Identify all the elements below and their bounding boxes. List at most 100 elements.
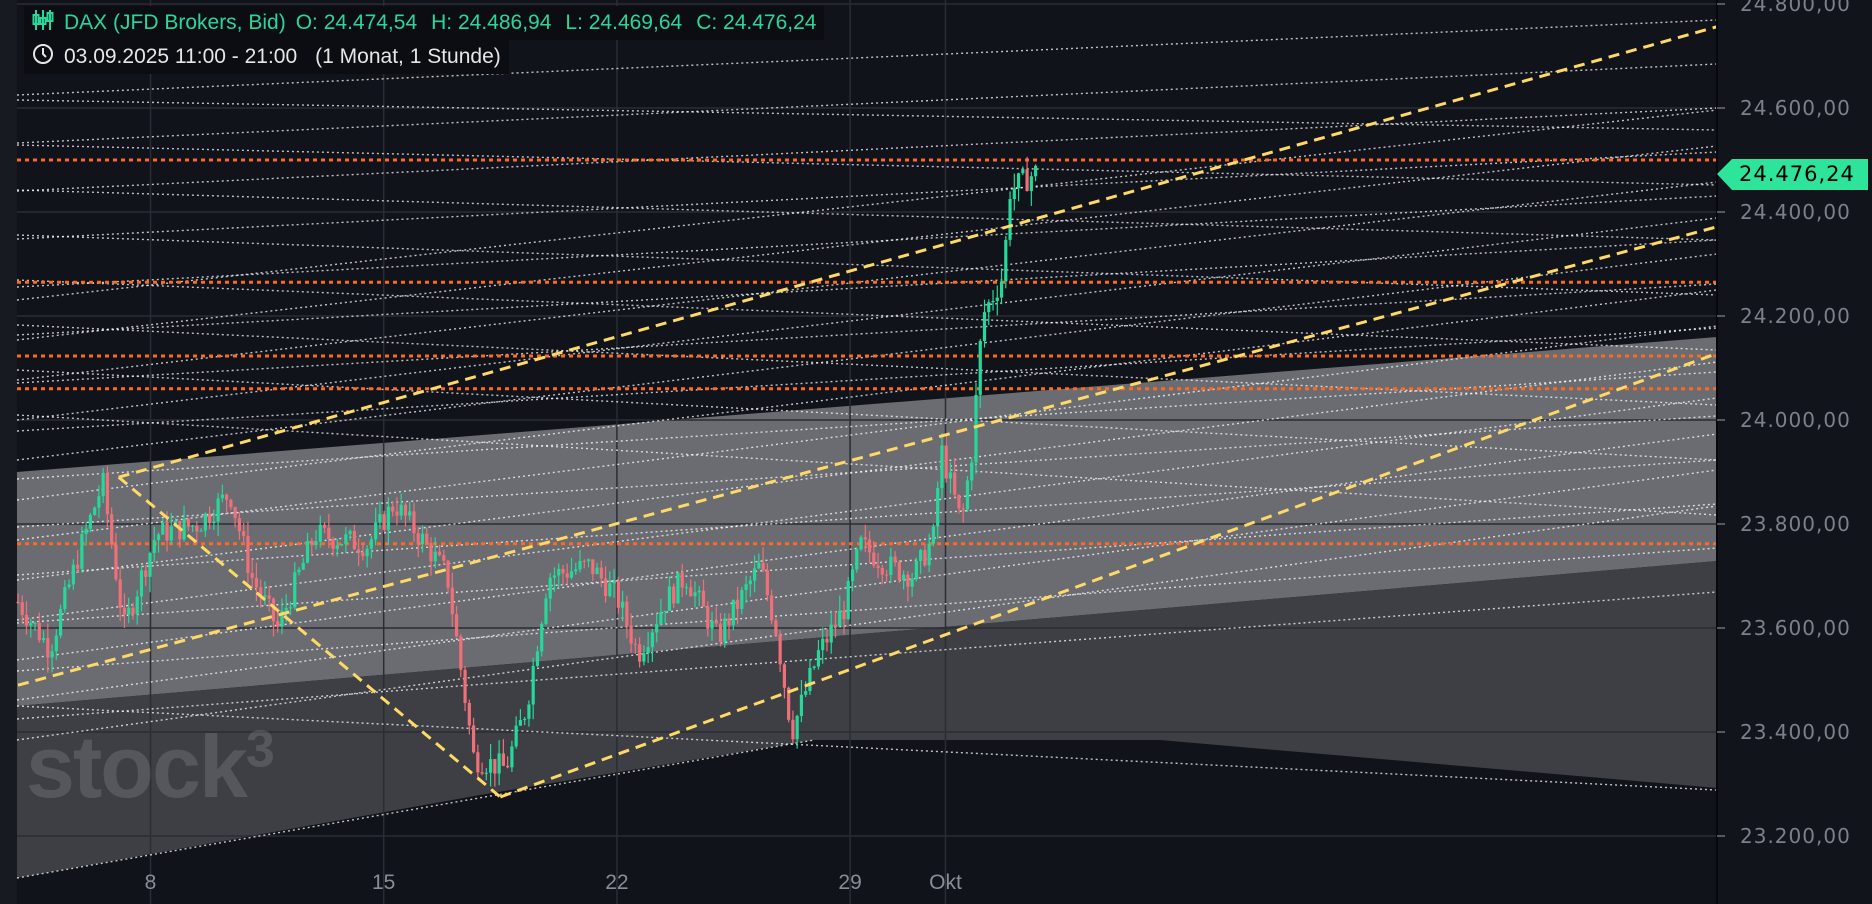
x-axis-label: 8 xyxy=(144,871,157,894)
candle-down xyxy=(144,570,148,577)
candle-down xyxy=(787,687,791,720)
candle-down xyxy=(352,530,356,550)
fan-line xyxy=(16,324,1718,406)
candle-down xyxy=(501,753,505,766)
candle-up xyxy=(152,540,156,554)
candle-up xyxy=(169,526,173,541)
candle-down xyxy=(884,574,889,576)
candle-down xyxy=(276,621,280,627)
candle-up xyxy=(548,577,552,599)
candle-down xyxy=(493,759,497,774)
candle-down xyxy=(110,514,114,545)
candle-down xyxy=(876,565,880,568)
candle-down xyxy=(437,551,442,556)
fan-line xyxy=(16,433,1718,661)
candle-up xyxy=(995,297,999,301)
candle-up xyxy=(902,574,906,581)
y-axis-label: 24.800,00 xyxy=(1740,0,1851,16)
candle-up xyxy=(846,581,850,620)
candle-up xyxy=(1021,169,1025,174)
candle-up xyxy=(88,514,92,529)
candle-up xyxy=(646,647,650,654)
y-axis-label: 24.000,00 xyxy=(1740,408,1851,432)
candle-up xyxy=(855,549,859,570)
candle-up xyxy=(586,559,591,562)
fan-line xyxy=(16,99,1718,131)
candle-up xyxy=(552,575,557,578)
candle-down xyxy=(872,552,876,566)
x-axis-label: 22 xyxy=(605,871,629,894)
fan-line xyxy=(16,459,1718,576)
candle-down xyxy=(37,622,41,641)
candle-down xyxy=(616,581,620,608)
fan-line xyxy=(16,327,1718,432)
candle-up xyxy=(859,537,863,550)
candle-down xyxy=(689,587,693,597)
candles-icon[interactable] xyxy=(32,9,54,37)
candle-down xyxy=(237,518,242,532)
fan-line xyxy=(16,369,1718,461)
candle-down xyxy=(735,599,740,609)
candle-up xyxy=(54,635,58,652)
candle-up xyxy=(190,525,195,527)
candle-down xyxy=(599,567,603,579)
candle-up xyxy=(84,528,88,535)
candle-up xyxy=(574,569,578,572)
candle-up xyxy=(161,522,165,535)
candle-down xyxy=(131,607,135,615)
candle-up xyxy=(148,553,152,577)
candle-up xyxy=(948,472,953,479)
candle-down xyxy=(267,595,271,599)
candle-down xyxy=(603,578,608,597)
candle-down xyxy=(591,559,595,575)
candle-down xyxy=(761,562,765,571)
candle-down xyxy=(416,533,420,545)
candle-up xyxy=(974,394,978,463)
candle-up xyxy=(620,601,625,608)
channel-zone-dark xyxy=(17,561,1717,878)
candle-up xyxy=(58,609,63,636)
candle-up xyxy=(297,569,301,573)
candles xyxy=(16,156,1038,787)
fan-line xyxy=(16,279,1718,351)
candle-up xyxy=(348,530,352,535)
candle-up xyxy=(139,570,144,597)
candle-up xyxy=(386,506,391,530)
fan-line xyxy=(16,371,1718,480)
candle-up xyxy=(752,568,757,581)
candle-down xyxy=(706,606,710,629)
candle-up xyxy=(420,533,425,545)
candle-down xyxy=(76,564,80,569)
candle-down xyxy=(16,602,20,603)
candle-up xyxy=(518,720,523,726)
candle-up xyxy=(940,445,944,488)
x-axis-label: Okt xyxy=(929,871,962,894)
x-axis-label: 29 xyxy=(838,871,862,894)
candle-up xyxy=(731,599,735,626)
candle-up xyxy=(67,584,71,588)
candle-down xyxy=(382,514,386,530)
candle-up xyxy=(919,550,923,562)
candle-down xyxy=(778,634,782,665)
trendline xyxy=(17,225,1718,687)
candle-down xyxy=(893,556,897,562)
candle-up xyxy=(284,607,288,611)
candle-down xyxy=(242,531,246,536)
candle-up xyxy=(655,624,659,633)
fan-line xyxy=(16,217,1718,421)
candle-down xyxy=(638,644,642,662)
candle-up xyxy=(212,521,216,523)
candle-down xyxy=(233,507,237,519)
candle-down xyxy=(446,560,450,588)
candle-down xyxy=(625,601,629,626)
candle-up xyxy=(816,650,821,667)
candle-down xyxy=(561,568,565,574)
candle-up xyxy=(1016,173,1021,189)
candle-down xyxy=(327,527,331,540)
candle-up xyxy=(910,579,914,587)
candle-up xyxy=(710,620,714,629)
candle-down xyxy=(361,552,365,557)
candle-down xyxy=(770,595,774,621)
candle-up xyxy=(63,587,67,610)
